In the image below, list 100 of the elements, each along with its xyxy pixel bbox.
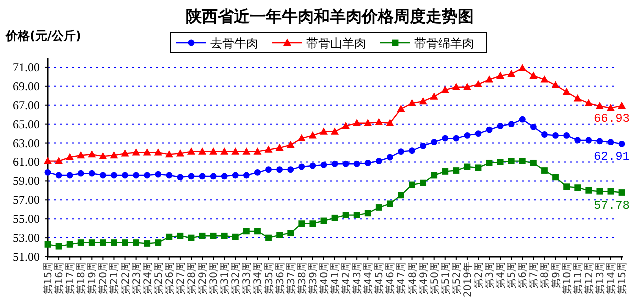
point — [133, 240, 140, 246]
point — [552, 132, 559, 139]
point — [552, 174, 559, 181]
point — [132, 148, 140, 156]
point — [486, 76, 494, 83]
point — [188, 173, 195, 180]
point — [177, 232, 184, 240]
point — [298, 220, 306, 228]
point — [66, 153, 74, 160]
point — [286, 140, 295, 148]
point — [552, 81, 560, 88]
point — [44, 157, 52, 164]
point — [276, 166, 284, 174]
point — [431, 172, 438, 179]
point — [354, 212, 360, 219]
point — [430, 92, 438, 100]
point — [353, 119, 362, 126]
point — [508, 158, 515, 164]
point — [221, 232, 228, 240]
point — [596, 188, 604, 195]
point — [562, 88, 571, 96]
point — [232, 234, 239, 240]
point — [441, 86, 450, 94]
point — [486, 160, 493, 166]
point — [78, 240, 84, 246]
point — [210, 173, 217, 180]
point — [122, 172, 128, 179]
point — [332, 160, 338, 168]
point — [276, 144, 284, 152]
point — [310, 220, 316, 228]
point — [497, 159, 504, 166]
point — [166, 172, 173, 179]
point — [386, 154, 394, 161]
point — [364, 119, 372, 126]
point — [166, 234, 173, 240]
point — [475, 130, 482, 138]
point — [298, 134, 306, 142]
point — [464, 132, 471, 139]
point — [254, 169, 261, 176]
point — [266, 234, 272, 242]
point — [431, 139, 438, 146]
point — [254, 148, 262, 155]
point — [342, 122, 350, 130]
point — [288, 166, 294, 174]
point — [574, 137, 582, 144]
point — [518, 64, 527, 72]
point — [452, 83, 460, 90]
point — [420, 142, 427, 150]
point — [596, 102, 604, 110]
point — [288, 230, 294, 237]
point — [386, 119, 394, 126]
point — [243, 172, 250, 179]
point — [530, 160, 537, 166]
point — [66, 241, 74, 248]
point — [243, 228, 250, 235]
point — [442, 168, 449, 175]
point — [386, 200, 394, 208]
point — [144, 172, 151, 179]
point — [56, 172, 62, 179]
point — [276, 232, 284, 238]
point — [574, 94, 582, 102]
point — [111, 240, 118, 246]
point — [364, 160, 372, 166]
point — [542, 168, 548, 174]
point — [584, 99, 593, 106]
point — [77, 151, 86, 159]
point — [419, 97, 428, 105]
point — [310, 162, 316, 170]
point — [540, 76, 549, 83]
point — [376, 204, 382, 211]
point — [176, 150, 184, 157]
point — [376, 158, 382, 164]
point — [564, 184, 570, 190]
point — [474, 80, 482, 88]
point — [210, 232, 217, 240]
point — [88, 170, 96, 177]
point — [606, 104, 615, 112]
point — [608, 139, 614, 146]
point — [154, 148, 162, 156]
point — [143, 148, 152, 156]
point — [66, 172, 74, 179]
point — [254, 228, 261, 235]
ylabel: 价格(元/公斤) — [6, 29, 82, 43]
point — [409, 148, 416, 154]
point — [199, 232, 206, 240]
point — [199, 173, 206, 180]
point — [242, 148, 251, 155]
point — [266, 166, 272, 174]
point — [618, 102, 626, 110]
point — [232, 148, 240, 155]
point — [618, 140, 626, 148]
point — [88, 150, 96, 158]
point — [564, 132, 570, 139]
point — [409, 182, 416, 188]
point — [519, 116, 526, 123]
point — [398, 148, 404, 156]
point — [298, 164, 306, 170]
point — [165, 150, 174, 158]
point — [453, 135, 460, 142]
point — [44, 241, 52, 248]
